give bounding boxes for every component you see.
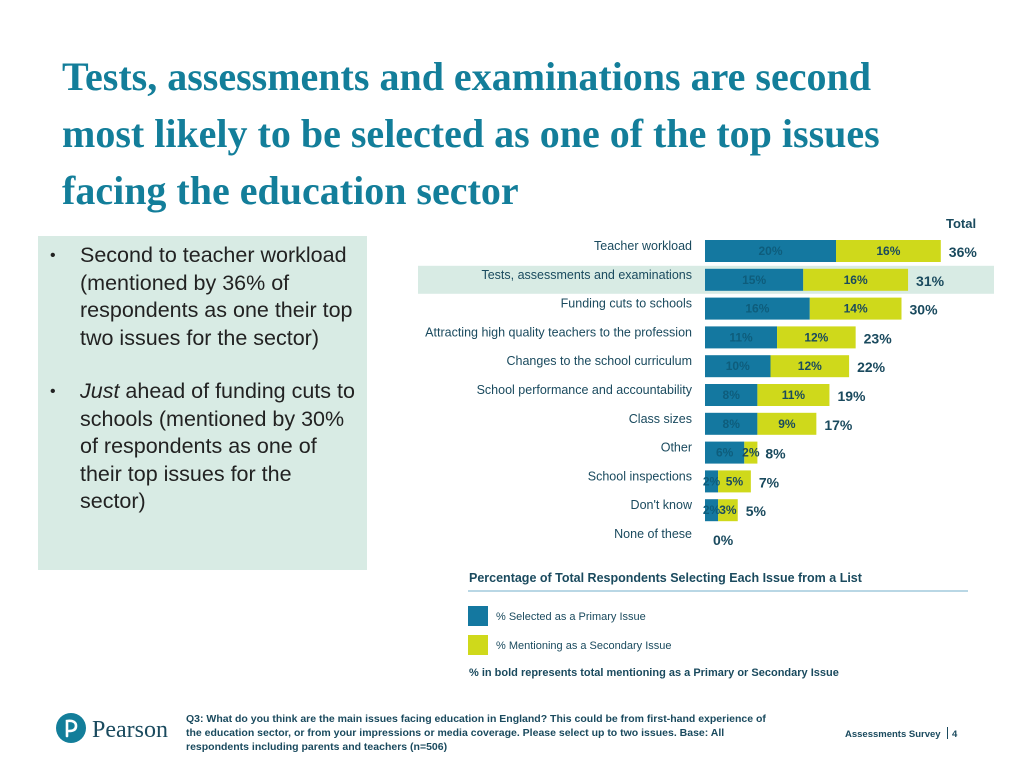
legend-secondary-swatch [468, 635, 488, 655]
primary-bar [705, 326, 778, 349]
primary-bar [705, 384, 758, 406]
page-separator [947, 727, 948, 739]
finding-2-text: ahead of funding cuts to schools (mentio… [80, 379, 355, 513]
legend-divider [468, 590, 968, 592]
legend-primary-swatch [468, 606, 488, 626]
primary-value-label: 20% [758, 244, 782, 258]
secondary-bar [757, 412, 817, 435]
category-label: Class sizes [629, 412, 692, 426]
secondary-value-label: 9% [778, 417, 796, 431]
secondary-value-label: 2% [742, 446, 760, 460]
finding-2-emphasis: Just [80, 379, 120, 403]
primary-bar [705, 412, 758, 435]
legend-primary-label: % Selected as a Primary Issue [496, 611, 646, 623]
category-label: Changes to the school curriculum [506, 354, 692, 368]
secondary-value-label: 16% [844, 273, 868, 287]
page-title: Tests, assessments and examinations are … [62, 48, 1012, 219]
primary-value-label: 8% [723, 388, 741, 402]
finding-1-text: Second to teacher workload (mentioned by… [80, 243, 353, 350]
total-value-label: 17% [824, 417, 853, 433]
primary-bar [705, 499, 719, 522]
primary-bar [705, 240, 836, 262]
total-value-label: 19% [837, 388, 866, 404]
page-number: 4 [952, 729, 958, 740]
bullet-icon: • [50, 383, 56, 400]
legend-note: % in bold represents total mentioning as… [469, 667, 839, 679]
secondary-bar [809, 297, 902, 320]
bullet-icon: • [50, 247, 56, 264]
stacked-bar-chart: Teacher workload 20% 16% 36% Tests, assessme… [418, 239, 994, 548]
key-findings-box: • Second to teacher workload (mentioned … [38, 236, 367, 570]
primary-value-label: 6% [716, 446, 734, 460]
secondary-value-label: 14% [844, 302, 868, 316]
category-label: School performance and accountability [477, 383, 693, 397]
secondary-bar [744, 441, 758, 464]
category-label: Don't know [631, 498, 693, 512]
secondary-value-label: 12% [798, 359, 822, 373]
secondary-bar [757, 384, 830, 406]
title-line-2: most likely to be selected as one of the… [62, 111, 880, 156]
category-label: Funding cuts to schools [561, 297, 692, 311]
secondary-bar [718, 499, 738, 522]
secondary-value-label: 3% [719, 503, 737, 517]
title-line-3: facing the education sector [62, 168, 519, 213]
primary-value-label: 16% [745, 302, 769, 316]
category-label: Teacher workload [594, 239, 692, 253]
total-value-label: 30% [910, 302, 939, 318]
secondary-value-label: 16% [876, 244, 900, 258]
total-value-label: 8% [765, 446, 786, 462]
primary-bar [705, 355, 771, 378]
total-value-label: 31% [916, 273, 945, 289]
primary-bar [705, 470, 719, 493]
category-label: Other [661, 441, 692, 455]
chart-title: Percentage of Total Respondents Selectin… [469, 571, 862, 585]
secondary-bar [777, 326, 856, 349]
secondary-bar [836, 240, 941, 262]
primary-value-label: 2% [703, 474, 721, 488]
category-label: Tests, assessments and examinations [481, 268, 692, 282]
total-column-header: Total [946, 216, 977, 231]
secondary-value-label: 5% [726, 474, 744, 488]
category-label: School inspections [588, 469, 692, 483]
secondary-bar [770, 355, 850, 378]
survey-question-note: Q3: What do you think are the main issue… [186, 713, 766, 753]
pearson-logo-icon [56, 713, 86, 743]
primary-value-label: 15% [742, 273, 766, 287]
secondary-bar [718, 470, 751, 493]
survey-name: Assessments Survey [845, 729, 941, 740]
secondary-value-label: 11% [782, 388, 806, 402]
primary-value-label: 2% [703, 503, 721, 517]
total-value-label: 23% [864, 330, 893, 346]
finding-1: • Second to teacher workload (mentioned … [50, 242, 357, 352]
primary-bar [705, 268, 804, 291]
total-value-label: 22% [857, 359, 886, 375]
primary-bar [705, 297, 810, 320]
secondary-value-label: 12% [804, 330, 828, 344]
finding-2: • Just ahead of funding cuts to schools … [50, 378, 357, 516]
category-label: None of these [614, 527, 692, 541]
total-value-label: 0% [713, 532, 734, 548]
key-findings-list: • Second to teacher workload (mentioned … [50, 242, 357, 516]
category-label: Attracting high quality teachers to the … [425, 325, 692, 339]
total-value-label: 36% [949, 244, 978, 260]
primary-value-label: 10% [726, 359, 750, 373]
legend-secondary-label: % Mentioning as a Secondary Issue [496, 640, 672, 652]
secondary-bar [803, 268, 909, 291]
primary-bar [705, 441, 745, 464]
primary-value-label: 8% [723, 417, 741, 431]
primary-value-label: 11% [729, 330, 753, 344]
title-line-1: Tests, assessments and examinations are … [62, 54, 871, 99]
total-value-label: 7% [759, 474, 780, 490]
brand-name: Pearson [92, 717, 168, 743]
total-value-label: 5% [746, 503, 767, 519]
